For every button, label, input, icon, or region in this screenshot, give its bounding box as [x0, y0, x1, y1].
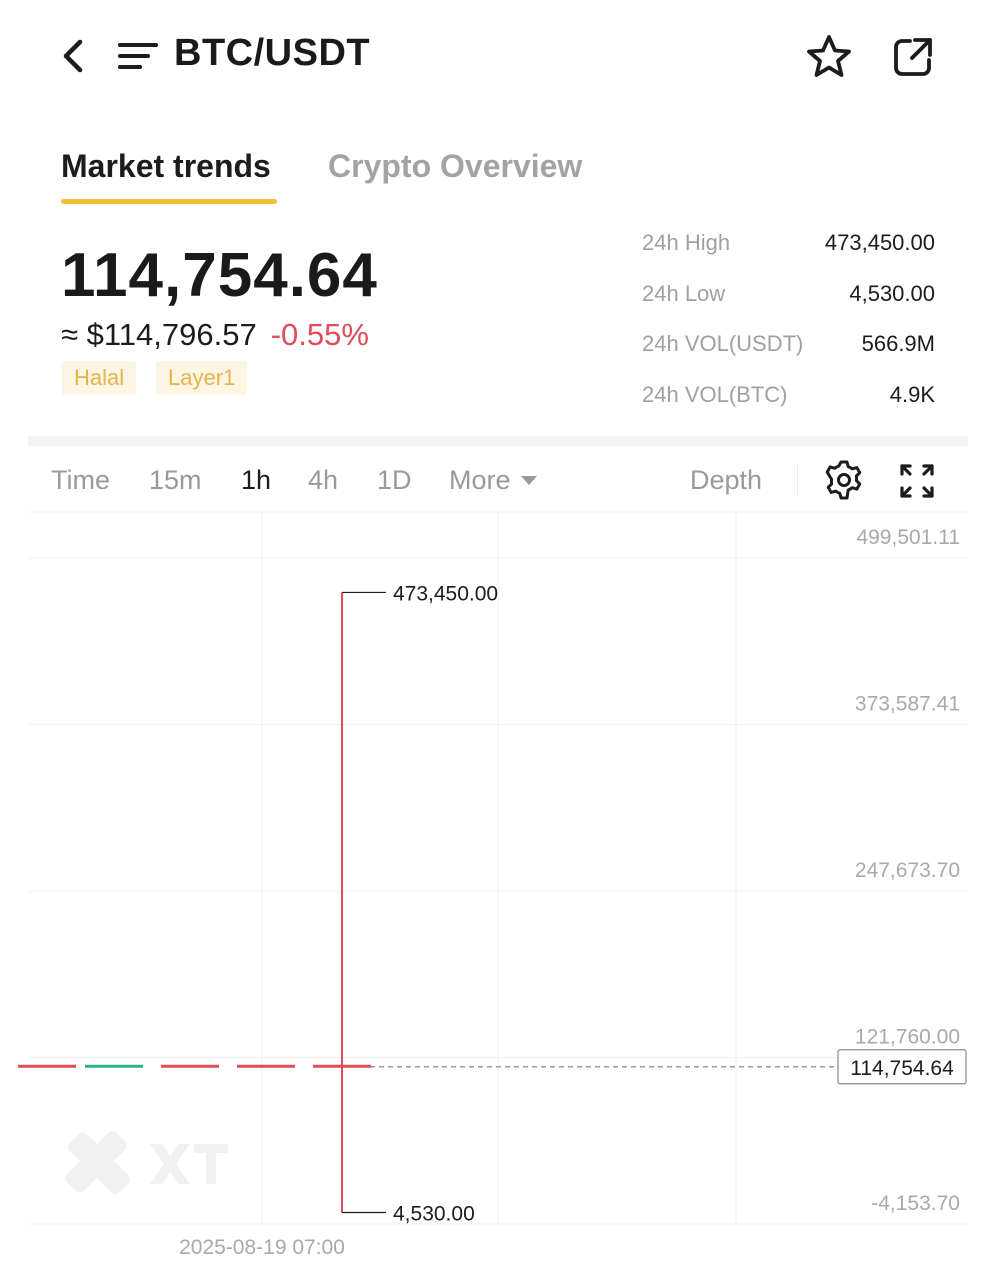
y-axis-tick-label: 499,501.11 [856, 526, 960, 549]
toolbar-separator [797, 464, 798, 496]
fiat-price-row: ≈ $114,796.57 -0.55% [61, 314, 369, 356]
current-price-label-box [837, 1049, 967, 1085]
timeframe-1h[interactable]: 1h [241, 465, 272, 495]
active-tab-indicator [61, 199, 277, 204]
pair-title[interactable]: BTC/USDT [174, 32, 371, 74]
depth-button[interactable]: Depth [690, 465, 763, 495]
timeframe-15m[interactable]: 15m [149, 465, 202, 495]
fiat-price: ≈ $114,796.57 [61, 317, 257, 352]
caret-down-icon[interactable] [521, 476, 537, 485]
fullscreen-icon [900, 464, 934, 498]
tab-crypto-overview[interactable]: Crypto Overview [328, 148, 583, 184]
gear-icon [825, 460, 862, 500]
candle-body [161, 1064, 219, 1068]
change-percent: -0.55% [270, 317, 369, 352]
favorite-button[interactable] [804, 32, 854, 82]
chart-settings-button[interactable] [822, 458, 866, 502]
xt-watermark-logo [58, 1126, 228, 1202]
share-icon [894, 38, 932, 76]
more-timeframes-button[interactable]: More [449, 465, 511, 495]
x-axis-date-label: 2025-08-19 07:00 [179, 1236, 345, 1259]
stat-value-24h-low: 4,530.00 [849, 281, 935, 306]
section-divider [28, 436, 968, 446]
timeframe-time[interactable]: Time [51, 465, 110, 495]
candle-body [18, 1064, 76, 1068]
y-axis-tick-label: -4,153.70 [871, 1192, 960, 1215]
chart-grid [28, 511, 968, 1225]
menu-lines-icon [118, 43, 158, 69]
current-price-label: 114,754.64 [850, 1057, 954, 1080]
low-price-label: 4,530.00 [393, 1203, 475, 1226]
star-icon [807, 35, 851, 77]
stat-label-24h-low: 24h Low [642, 281, 726, 306]
candle-body [313, 1064, 371, 1068]
tab-market-trends[interactable]: Market trends [61, 148, 271, 184]
tag-layer1[interactable]: Layer1 [156, 361, 248, 395]
stat-value-24h-high: 473,450.00 [824, 230, 935, 255]
timeframe-4h[interactable]: 4h [308, 465, 339, 495]
high-price-label: 473,450.00 [393, 582, 498, 605]
fullscreen-button[interactable] [896, 460, 938, 502]
price-chart[interactable]: 499,501.11 373,587.41 247,673.70 121,760.00… [0, 505, 996, 1280]
back-button[interactable] [52, 34, 96, 78]
chart-marks [18, 591, 838, 1214]
pair-menu-button[interactable] [116, 38, 160, 74]
share-button[interactable] [888, 32, 938, 82]
tag-halal[interactable]: Halal [62, 361, 137, 395]
stat-value-24h-vol-usdt: 566.9M [861, 331, 935, 356]
stat-label-24h-vol-usdt: 24h VOL(USDT) [642, 331, 804, 356]
y-axis-tick-label: 121,760.00 [855, 1026, 960, 1049]
stat-value-24h-vol-btc: 4.9K [889, 382, 935, 407]
candle-body [85, 1064, 143, 1068]
y-axis-tick-label: 247,673.70 [855, 859, 960, 882]
stat-label-24h-vol-btc: 24h VOL(BTC) [642, 382, 788, 407]
y-axis-tick-label: 373,587.41 [855, 693, 960, 716]
chart-axis-labels: 499,501.11 373,587.41 247,673.70 121,760.00… [179, 526, 967, 1259]
timeframe-1d[interactable]: 1D [377, 465, 412, 495]
back-chevron-icon [63, 39, 83, 73]
last-price: 114,754.64 [61, 241, 378, 310]
stat-label-24h-high: 24h High [642, 230, 731, 255]
candle-body [237, 1064, 295, 1068]
